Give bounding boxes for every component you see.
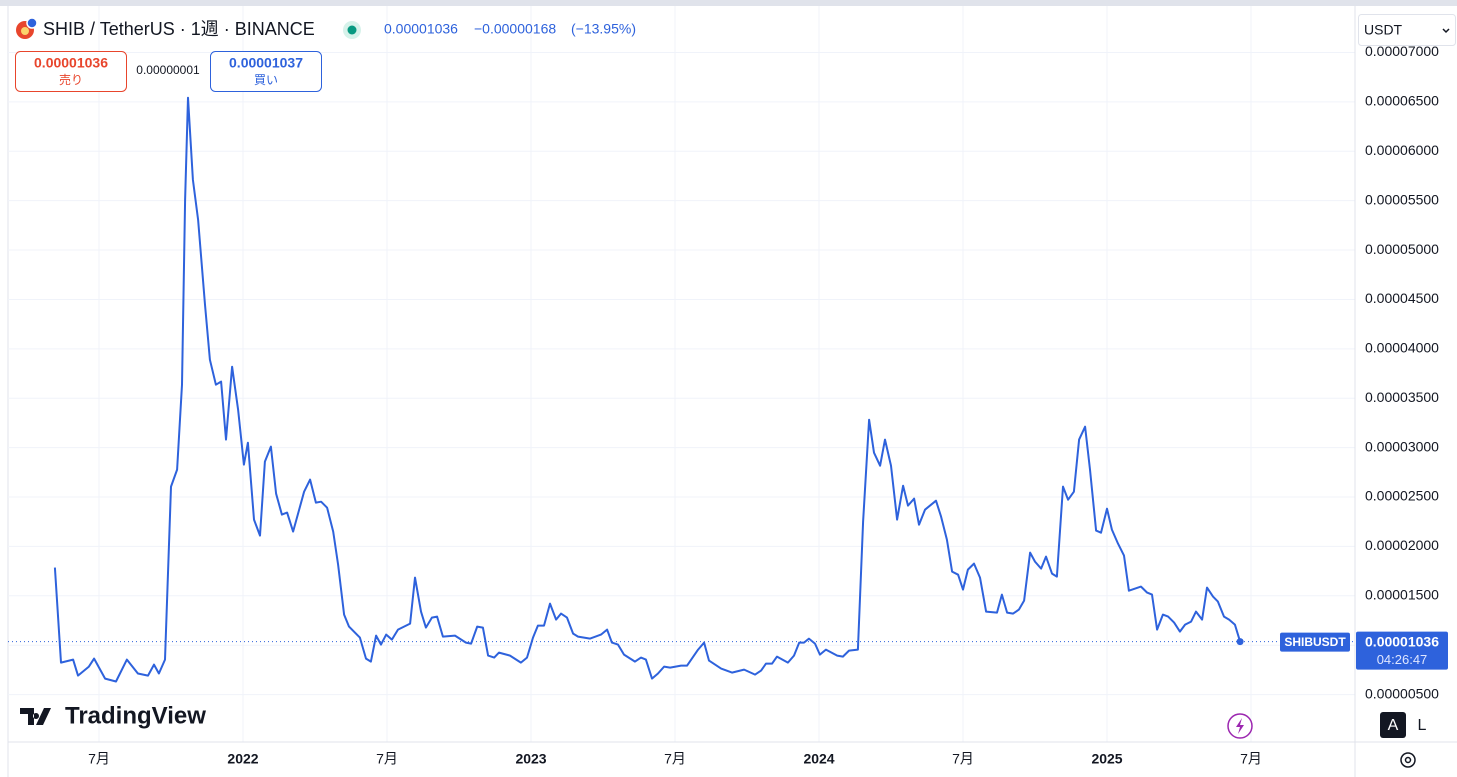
x-tick-label: 2023	[515, 751, 546, 767]
y-tick-label: 0.00006000	[1365, 142, 1439, 158]
plot	[8, 96, 1355, 683]
buy-price[interactable]: 0.00001037	[229, 55, 303, 71]
y-tick-label: 0.00007000	[1365, 43, 1439, 59]
symbol-icon-face	[21, 27, 29, 35]
y-tick-label: 0.00005500	[1365, 191, 1439, 207]
y-tick-label: 0.00001500	[1365, 587, 1439, 603]
x-tick-label: 7月	[1240, 751, 1262, 767]
settings-icon-center	[1404, 756, 1412, 764]
symbol-tag-label: SHIBUSDT	[1284, 635, 1346, 649]
auto-scale-button[interactable]	[1380, 712, 1406, 738]
spread: 0.00000001	[136, 63, 200, 77]
header-change-pct: (−13.95%)	[571, 21, 636, 37]
last-point	[1236, 638, 1244, 646]
x-tick-label: 2025	[1091, 751, 1122, 767]
y-tick-label: 0.00000500	[1365, 685, 1439, 701]
y-tick-label: 0.00003500	[1365, 389, 1439, 405]
market-status[interactable]	[347, 25, 357, 35]
buy-label[interactable]: 買い	[254, 73, 278, 87]
y-tick-label: 0.00006500	[1365, 93, 1439, 109]
dropdown-arrow	[1442, 28, 1450, 34]
logo-text[interactable]: TradingView	[65, 702, 206, 729]
currency-label[interactable]: USDT	[1364, 22, 1403, 38]
symbol-title[interactable]: SHIB / TetherUS · 1週 · BINANCE	[43, 19, 315, 39]
y-tick-label: 0.00004500	[1365, 290, 1439, 306]
grid	[8, 6, 1355, 742]
price-tag	[1356, 631, 1448, 670]
log-scale-label[interactable]: L	[1418, 717, 1427, 734]
x-tick-label: 7月	[376, 751, 398, 767]
top-bar	[0, 0, 1457, 6]
price-tag-value: 0.00001036	[1365, 633, 1439, 649]
quote-icon	[26, 17, 38, 29]
y-tick-label: 0.00004000	[1365, 340, 1439, 356]
header-price: 0.00001036	[384, 21, 458, 37]
symbol-tag	[1280, 632, 1350, 652]
x-tick-label: 2024	[803, 751, 834, 767]
x-tick-label: 7月	[664, 751, 686, 767]
y-tick-label: 0.00002500	[1365, 488, 1439, 504]
lightning-icon	[1236, 718, 1244, 734]
logo-icon	[20, 708, 51, 725]
x-tick-label: 7月	[88, 751, 110, 767]
header-change: −0.00000168	[474, 21, 556, 37]
currency-select[interactable]	[1358, 14, 1456, 46]
sell-label[interactable]: 売り	[59, 72, 83, 87]
sell-price[interactable]: 0.00001036	[34, 55, 108, 71]
settings-icon[interactable]	[1400, 752, 1416, 768]
price-line	[53, 96, 1242, 683]
buy-button[interactable]	[210, 51, 322, 92]
auto-scale-label[interactable]: A	[1388, 717, 1399, 734]
sell-button[interactable]	[15, 51, 127, 92]
y-tick-label: 0.00002000	[1365, 537, 1439, 553]
y-tick-label: 0.00005000	[1365, 241, 1439, 257]
x-tick-label: 2022	[227, 751, 258, 767]
price-tag-countdown: 04:26:47	[1377, 652, 1428, 667]
x-tick-label: 7月	[952, 751, 974, 767]
y-tick-label: 0.00003000	[1365, 438, 1439, 454]
